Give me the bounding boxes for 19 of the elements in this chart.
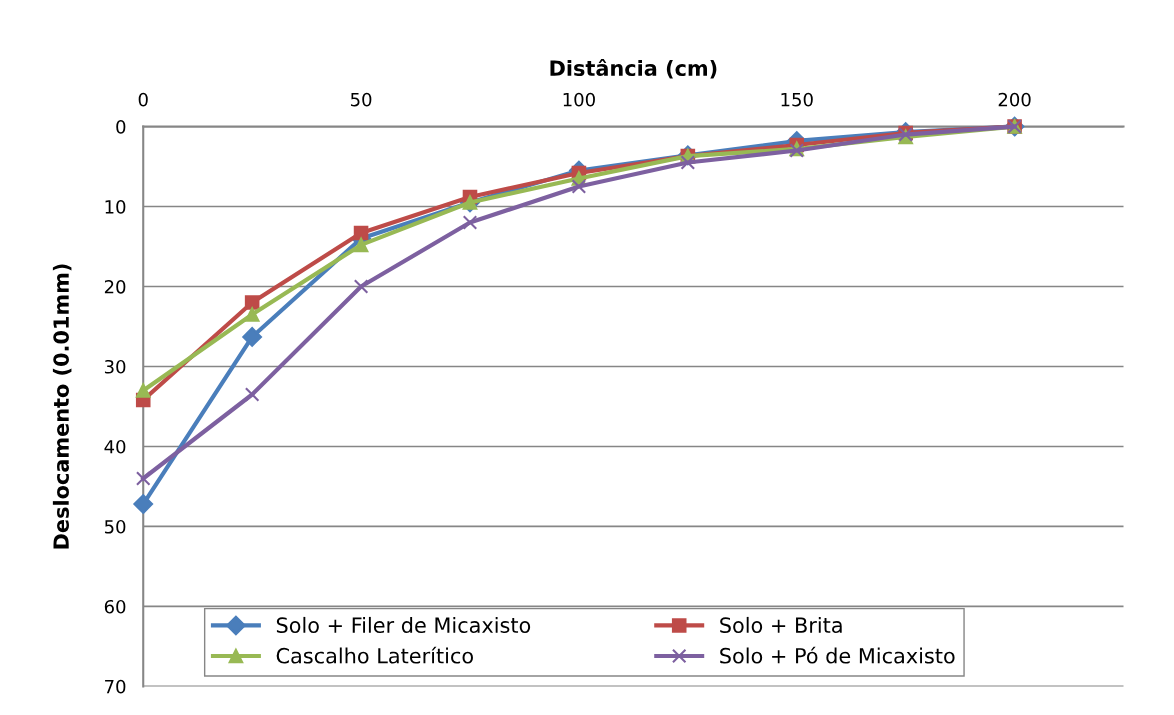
x-axis-title: Distância (cm): [550, 59, 717, 79]
legend-label: Solo + Brita: [720, 616, 842, 634]
y-tick-label: 0: [116, 120, 126, 134]
y-tick-label: 10: [105, 199, 126, 214]
legend-label: Solo + Pó de Micaxisto: [720, 646, 955, 664]
x-tick-label: 50: [350, 92, 372, 107]
y-axis-title: Deslocamento (0.01mm): [52, 264, 72, 549]
y-tick-label: 50: [104, 519, 126, 534]
y-tick-label: 40: [104, 439, 126, 454]
x-tick-label: 100: [563, 92, 595, 107]
y-tick-label: 60: [104, 599, 126, 614]
x-tick-label: 200: [998, 92, 1031, 107]
y-tick-label: 30: [104, 359, 126, 374]
x-tick-label: 150: [781, 92, 813, 107]
y-tick-label: 20: [104, 279, 126, 294]
y-tick-label: 70: [105, 679, 126, 694]
legend-label: Solo + Filer de Micaxisto: [276, 616, 531, 634]
legend-label: Cascalho Laterítico: [276, 646, 473, 664]
x-tick-label: 0: [138, 92, 148, 107]
